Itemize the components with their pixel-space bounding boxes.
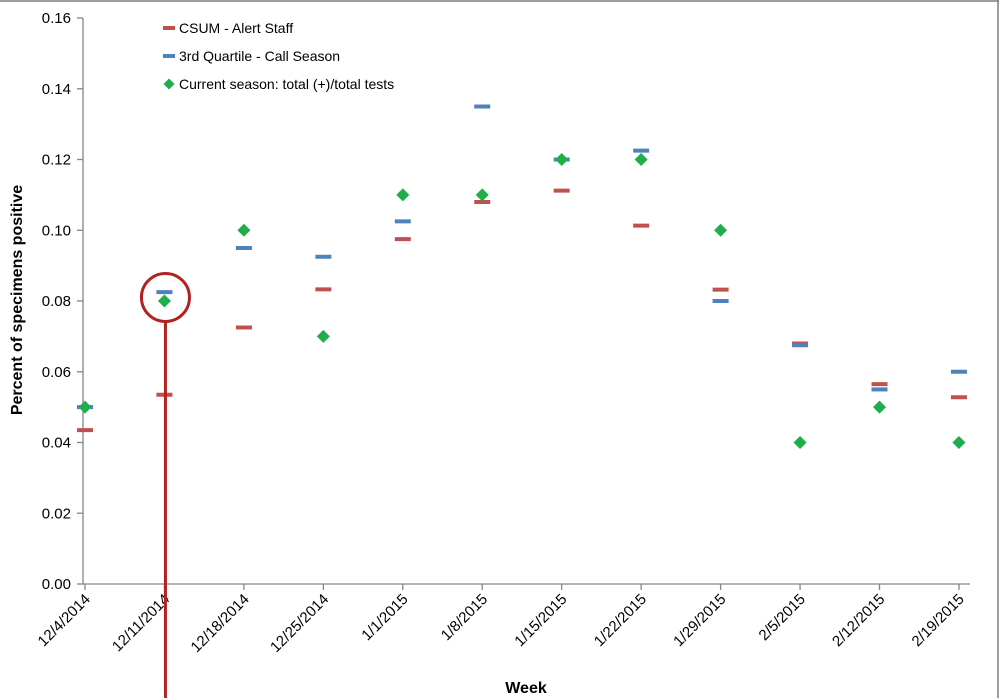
series-3-diamond-point xyxy=(873,400,886,414)
series-1 xyxy=(77,188,967,433)
series-3-diamond-point xyxy=(78,400,92,414)
legend-item-2: 3rd Quartile - Call Season xyxy=(163,48,340,64)
y-tick-label: 0.04 xyxy=(42,435,71,452)
legend-item-1: CSUM - Alert Staff xyxy=(163,20,293,36)
legend-label: CSUM - Alert Staff xyxy=(179,20,293,36)
series-3-diamond-point xyxy=(396,188,410,202)
x-axis-title: Week xyxy=(505,680,547,697)
y-tick-label: 0.14 xyxy=(42,81,71,98)
y-tick-label: 0.00 xyxy=(42,576,71,593)
y-axis-title: Percent of specimens positive xyxy=(9,185,26,415)
y-tick-label: 0.10 xyxy=(42,222,71,239)
y-tick-label: 0.12 xyxy=(42,152,71,169)
series-3-diamond-point xyxy=(952,436,966,449)
data-marks xyxy=(77,104,967,449)
legend-item-3: Current season: total (+)/total tests xyxy=(163,76,394,92)
series-3-diamond-point xyxy=(316,329,330,343)
series-3 xyxy=(78,153,966,449)
series-3-diamond-point xyxy=(634,153,648,166)
y-tick-label: 0.02 xyxy=(42,505,71,522)
series-3-diamond-point xyxy=(157,294,171,308)
series-3-diamond-point xyxy=(475,188,489,202)
series-3-diamond-point xyxy=(793,436,807,449)
series-3-diamond-point xyxy=(237,223,251,237)
y-tick-label: 0.08 xyxy=(42,293,71,310)
series-3-diamond-point xyxy=(714,223,728,237)
y-tick-label: 0.16 xyxy=(42,10,71,27)
legend: CSUM - Alert Staff 3rd Quartile - Call Se… xyxy=(163,20,394,92)
series-3-diamond-point xyxy=(555,153,569,166)
annotation xyxy=(139,271,191,698)
legend-label: Current season: total (+)/total tests xyxy=(179,76,394,92)
y-tick-label: 0.06 xyxy=(42,364,71,381)
legend-label: 3rd Quartile - Call Season xyxy=(179,48,340,64)
legend-swatch-diamond xyxy=(163,78,175,90)
